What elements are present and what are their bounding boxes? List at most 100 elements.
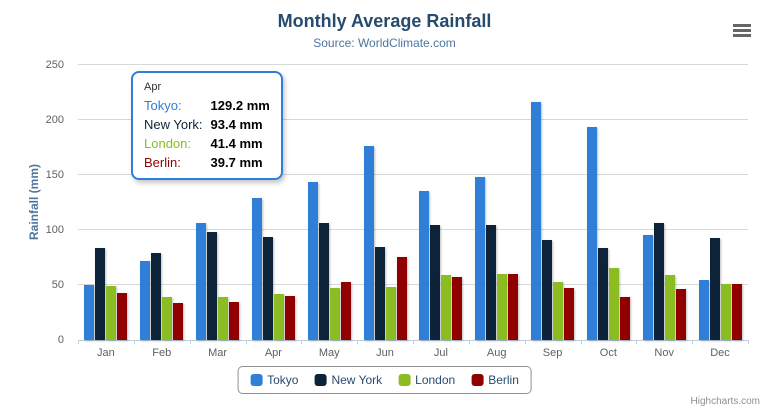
bar-tokyo-sep[interactable]: [531, 101, 542, 340]
bar-london-jul[interactable]: [441, 275, 452, 340]
x-axis-tick: [301, 340, 303, 344]
bar-london-may[interactable]: [329, 288, 340, 340]
bar-tokyo-jan[interactable]: [84, 285, 95, 340]
bar-berlin-jan[interactable]: [117, 293, 128, 340]
bar-tokyo-jul[interactable]: [419, 190, 430, 340]
x-axis-tick: [133, 340, 135, 344]
category-oct: Oct: [580, 65, 636, 359]
bar-tokyo-dec[interactable]: [698, 280, 709, 340]
x-axis-tick: [748, 340, 749, 344]
bar-tokyo-oct[interactable]: [586, 126, 597, 340]
tooltip-series-label: London:: [144, 136, 191, 151]
legend-item-tokyo[interactable]: Tokyo: [250, 373, 298, 387]
bar-london-nov[interactable]: [664, 274, 675, 340]
legend-symbol-berlin: [471, 374, 484, 386]
x-axis-tick: [468, 340, 470, 344]
hamburger-icon: [733, 23, 751, 27]
legend-item-new-york[interactable]: New York: [314, 373, 382, 387]
bar-london-mar[interactable]: [218, 296, 229, 340]
bar-london-apr[interactable]: [273, 294, 284, 340]
tooltip-series-label: New York:: [144, 117, 203, 132]
bar-tokyo-mar[interactable]: [196, 222, 207, 340]
x-axis-tick: [413, 340, 414, 344]
bar-new-york-apr[interactable]: [262, 237, 273, 340]
bar-london-feb[interactable]: [162, 297, 173, 340]
x-axis-tick: [189, 340, 191, 344]
bar-new-york-dec[interactable]: [709, 238, 720, 340]
tooltip-series-value: 39.7 mm: [210, 155, 263, 170]
y-axis-label: 250: [45, 59, 64, 71]
x-axis-label: Jan: [97, 347, 115, 359]
bar-berlin-may[interactable]: [340, 282, 351, 340]
bar-new-york-jan[interactable]: [95, 248, 106, 340]
bar-new-york-mar[interactable]: [207, 231, 218, 340]
bar-tokyo-feb[interactable]: [140, 261, 151, 340]
bar-berlin-dec[interactable]: [731, 283, 742, 340]
legend-label: New York: [331, 373, 383, 387]
tooltip-rows: Tokyo: 129.2 mm New York: 93.4 mm London: 41.…: [144, 98, 270, 170]
bar-berlin-jun[interactable]: [396, 256, 407, 340]
legend-label: Tokyo: [267, 373, 299, 387]
legend-label: London: [415, 373, 456, 387]
bar-berlin-nov[interactable]: [675, 288, 686, 340]
legend-item-london[interactable]: London: [398, 373, 455, 387]
bar-new-york-nov[interactable]: [653, 222, 664, 340]
gridline: [78, 174, 748, 175]
bar-new-york-aug[interactable]: [486, 225, 497, 340]
bar-tokyo-may[interactable]: [307, 181, 318, 340]
bar-london-sep[interactable]: [553, 282, 564, 340]
y-axis-labels: 0 50 100 150 200 250: [0, 59, 70, 346]
tooltip: Apr Tokyo: 129.2 mm New York: 93.4 mm London…: [131, 71, 283, 180]
x-axis-label: Oct: [599, 347, 617, 359]
legend-item-berlin[interactable]: Berlin: [471, 373, 519, 387]
bar-london-jan[interactable]: [106, 286, 117, 340]
y-axis-label: 150: [45, 169, 64, 181]
bar-london-dec[interactable]: [720, 283, 731, 340]
bar-berlin-apr[interactable]: [284, 296, 295, 340]
gridline: [78, 64, 748, 65]
bar-london-aug[interactable]: [497, 274, 508, 340]
legend: Tokyo New York London Berlin: [237, 366, 532, 394]
chart-subtitle: Source: WorldClimate.com: [313, 36, 456, 50]
x-axis-tick: [357, 340, 359, 344]
hamburger-icon: [733, 28, 751, 32]
gridline: [78, 229, 748, 230]
y-axis-label: 200: [45, 114, 64, 126]
bar-new-york-sep[interactable]: [542, 239, 553, 340]
x-axis-tick: [692, 340, 694, 344]
x-axis-label: Dec: [710, 347, 730, 359]
credits-link[interactable]: Highcharts.com: [690, 396, 760, 407]
x-axis-tick: [580, 340, 582, 344]
category-jul: Jul: [413, 65, 469, 359]
bar-berlin-sep[interactable]: [564, 287, 575, 340]
bar-berlin-jul[interactable]: [452, 276, 463, 340]
bar-berlin-mar[interactable]: [229, 302, 240, 340]
bar-tokyo-jun[interactable]: [363, 146, 374, 340]
gridline: [78, 119, 748, 120]
bar-new-york-oct[interactable]: [597, 248, 608, 340]
bar-new-york-may[interactable]: [318, 223, 329, 340]
category-dec: Dec: [692, 65, 748, 359]
bar-london-jun[interactable]: [385, 286, 396, 340]
bar-new-york-jun[interactable]: [374, 247, 385, 340]
tooltip-series-value: 93.4 mm: [210, 117, 263, 132]
bar-london-oct[interactable]: [608, 268, 619, 340]
context-menu-button[interactable]: [730, 20, 754, 40]
bar-berlin-oct[interactable]: [619, 297, 630, 340]
bar-new-york-jul[interactable]: [430, 224, 441, 340]
category-jan: Jan: [78, 65, 134, 359]
category-sep: Sep: [525, 65, 581, 359]
y-axis-label: 0: [57, 334, 64, 346]
bar-tokyo-nov[interactable]: [642, 234, 653, 340]
bar-tokyo-apr[interactable]: [251, 197, 262, 340]
bar-tokyo-aug[interactable]: [475, 176, 486, 340]
legend-label: Berlin: [488, 373, 519, 387]
bar-new-york-feb[interactable]: [151, 253, 162, 340]
category-jun: Jun: [357, 65, 413, 359]
bar-berlin-feb[interactable]: [173, 303, 184, 340]
x-axis-label: Jun: [376, 347, 394, 359]
category-aug: Aug: [469, 65, 525, 359]
x-axis-label: Aug: [486, 347, 507, 359]
bar-berlin-aug[interactable]: [508, 273, 519, 340]
